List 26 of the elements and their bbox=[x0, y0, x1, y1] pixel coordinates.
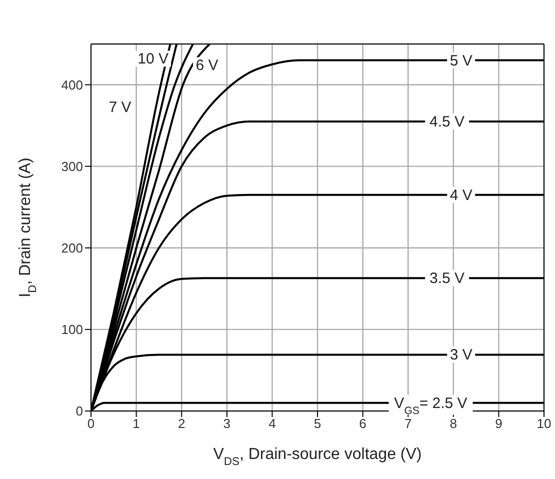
y-tick-label: 300 bbox=[61, 158, 83, 174]
annotation: 3.5 V bbox=[430, 270, 465, 288]
y-tick-label: 100 bbox=[61, 322, 83, 338]
x-tick-label: 9 bbox=[495, 416, 502, 432]
y-tick-label: 400 bbox=[61, 77, 83, 92]
x-tick-label: 1 bbox=[132, 416, 140, 432]
annotation: 3 V bbox=[450, 346, 472, 364]
annotation: 5 V bbox=[450, 52, 472, 70]
x-tick-label: 10 bbox=[536, 416, 552, 432]
x-tick-label: 0 bbox=[87, 416, 95, 432]
annotation: 6 V bbox=[196, 57, 218, 74]
annotation: 7 V bbox=[108, 98, 132, 116]
x-tick-label: 5 bbox=[314, 416, 322, 432]
y-tick-label: 200 bbox=[61, 240, 83, 256]
annotation: V$_{GS}$= 2.5 V bbox=[394, 394, 468, 417]
x-tick-label: 2 bbox=[178, 416, 186, 432]
annotation: 4.5 V bbox=[430, 113, 465, 130]
x-axis-title: V$_{DS}$, Drain-source voltage (V) bbox=[213, 446, 422, 468]
x-tick-label: 4 bbox=[268, 416, 276, 432]
annotation: 10 V bbox=[138, 50, 168, 68]
x-tick-label: 6 bbox=[359, 416, 366, 432]
y-tick-label: 0 bbox=[76, 404, 83, 419]
x-tick-label: 7 bbox=[404, 416, 412, 432]
annotation: 4 V bbox=[450, 186, 472, 204]
x-tick-label: 3 bbox=[223, 416, 231, 432]
x-tick-label: 8 bbox=[450, 416, 458, 432]
